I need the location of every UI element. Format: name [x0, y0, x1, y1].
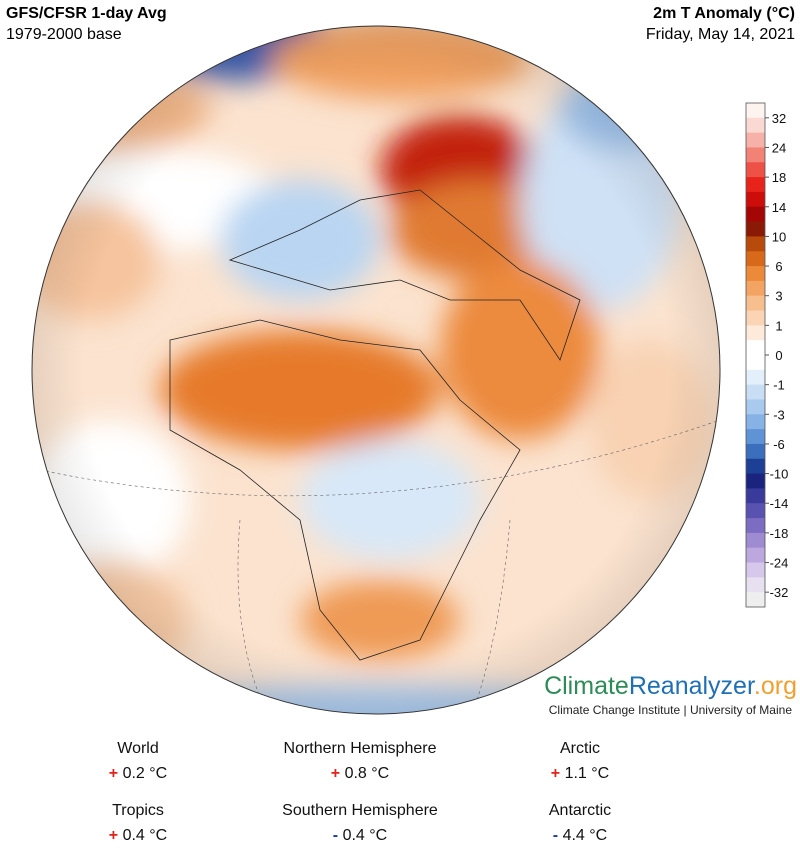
colorbar-label: -24 [770, 556, 789, 571]
value: 0.4 °C [123, 827, 168, 844]
colorbar-label: -32 [770, 585, 789, 600]
colorbar-label: 10 [772, 229, 786, 244]
globe [32, 26, 720, 714]
colorbar-cell [746, 547, 765, 564]
colorbar-cell [746, 532, 765, 549]
region-value: + 1.1 °C [551, 765, 609, 782]
sign: + [331, 765, 340, 782]
colorbar-label: -18 [770, 526, 789, 541]
colorbar-cell [746, 251, 765, 267]
subtitle: 1979-2000 base [6, 26, 122, 43]
value: 0.2 °C [123, 765, 168, 782]
stats: World + 0.2 °C Northern Hemisphere + 0.8 °C… [109, 740, 611, 844]
colorbar-cell [746, 266, 765, 282]
colorbar-cell [746, 147, 765, 163]
colorbar-cell [746, 340, 765, 356]
colorbar-label: 6 [775, 259, 782, 274]
region-value: - 4.4 °C [553, 827, 607, 844]
logo: ClimateReanalyzer.org [544, 672, 797, 700]
sign: + [109, 827, 118, 844]
variable: 2m T Anomaly (°C) [653, 5, 795, 22]
colorbar-label: -3 [773, 407, 785, 422]
colorbar-cell [746, 280, 765, 297]
colorbar-cell [746, 310, 765, 326]
colorbar-cell [746, 562, 765, 578]
logo-part: Reanalyzer [629, 672, 755, 700]
logo-part: .org [754, 672, 797, 700]
colorbar-cell [746, 355, 765, 371]
colorbar-cell [746, 206, 765, 223]
colorbar-cell [746, 103, 765, 119]
colorbar-cell [746, 369, 765, 386]
value: 0.4 °C [343, 827, 388, 844]
colorbar-label: 0 [775, 348, 782, 363]
region-value: + 0.8 °C [331, 765, 389, 782]
sign: + [109, 765, 118, 782]
logo-part: Climate [544, 672, 629, 700]
colorbar-cell [746, 399, 765, 415]
region-value: + 0.4 °C [109, 827, 167, 844]
credit: Climate Change Institute | University of… [549, 703, 793, 717]
region-label: Northern Hemisphere [284, 740, 437, 757]
region-label: Antarctic [549, 802, 611, 819]
colorbar-cell [746, 236, 765, 252]
colorbar-cell [746, 473, 765, 489]
region-label: Tropics [112, 802, 164, 819]
colorbar-label: -1 [773, 378, 785, 393]
colorbar-cell [746, 384, 765, 400]
value: 4.4 °C [563, 827, 608, 844]
region-value: - 0.4 °C [333, 827, 387, 844]
colorbar-cell [746, 221, 765, 237]
colorbar-cell [746, 458, 765, 475]
region-label: Southern Hemisphere [282, 802, 438, 819]
colorbar-cell [746, 191, 765, 208]
value: 0.8 °C [345, 765, 390, 782]
colorbar-label: 1 [775, 318, 782, 333]
colorbar-label: 24 [772, 140, 786, 155]
colorbar-cell [746, 488, 765, 504]
colorbar-cell [746, 518, 765, 534]
sign: - [553, 827, 558, 844]
region-label: World [117, 740, 159, 757]
colorbar-label: 18 [772, 170, 786, 185]
colorbar-cell [746, 177, 765, 193]
colorbar-cell [746, 414, 765, 430]
sign: - [333, 827, 338, 844]
colorbar-cell [746, 162, 765, 178]
colorbar-label: -10 [770, 467, 789, 482]
colorbar-label: -14 [770, 496, 789, 511]
colorbar-cell [746, 443, 765, 460]
date: Friday, May 14, 2021 [646, 26, 795, 43]
value: 1.1 °C [565, 765, 610, 782]
title: GFS/CFSR 1-day Avg [6, 5, 167, 22]
colorbar-label: -6 [773, 437, 785, 452]
colorbar-label: 14 [772, 200, 786, 215]
region-value: + 0.2 °C [109, 765, 167, 782]
colorbar-cell [746, 325, 765, 341]
region-label: Arctic [560, 740, 600, 757]
colorbar-cell [746, 117, 765, 134]
colorbar-label: 32 [772, 111, 786, 126]
colorbar-cell [746, 132, 765, 148]
sign: + [551, 765, 560, 782]
colorbar-cell [746, 592, 765, 608]
colorbar-cell [746, 295, 765, 312]
colorbar-cell [746, 429, 765, 445]
colorbar-cell [746, 503, 765, 519]
colorbar-label: 3 [775, 289, 782, 304]
colorbar-cell [746, 577, 765, 593]
globe-outline [31, 25, 721, 715]
